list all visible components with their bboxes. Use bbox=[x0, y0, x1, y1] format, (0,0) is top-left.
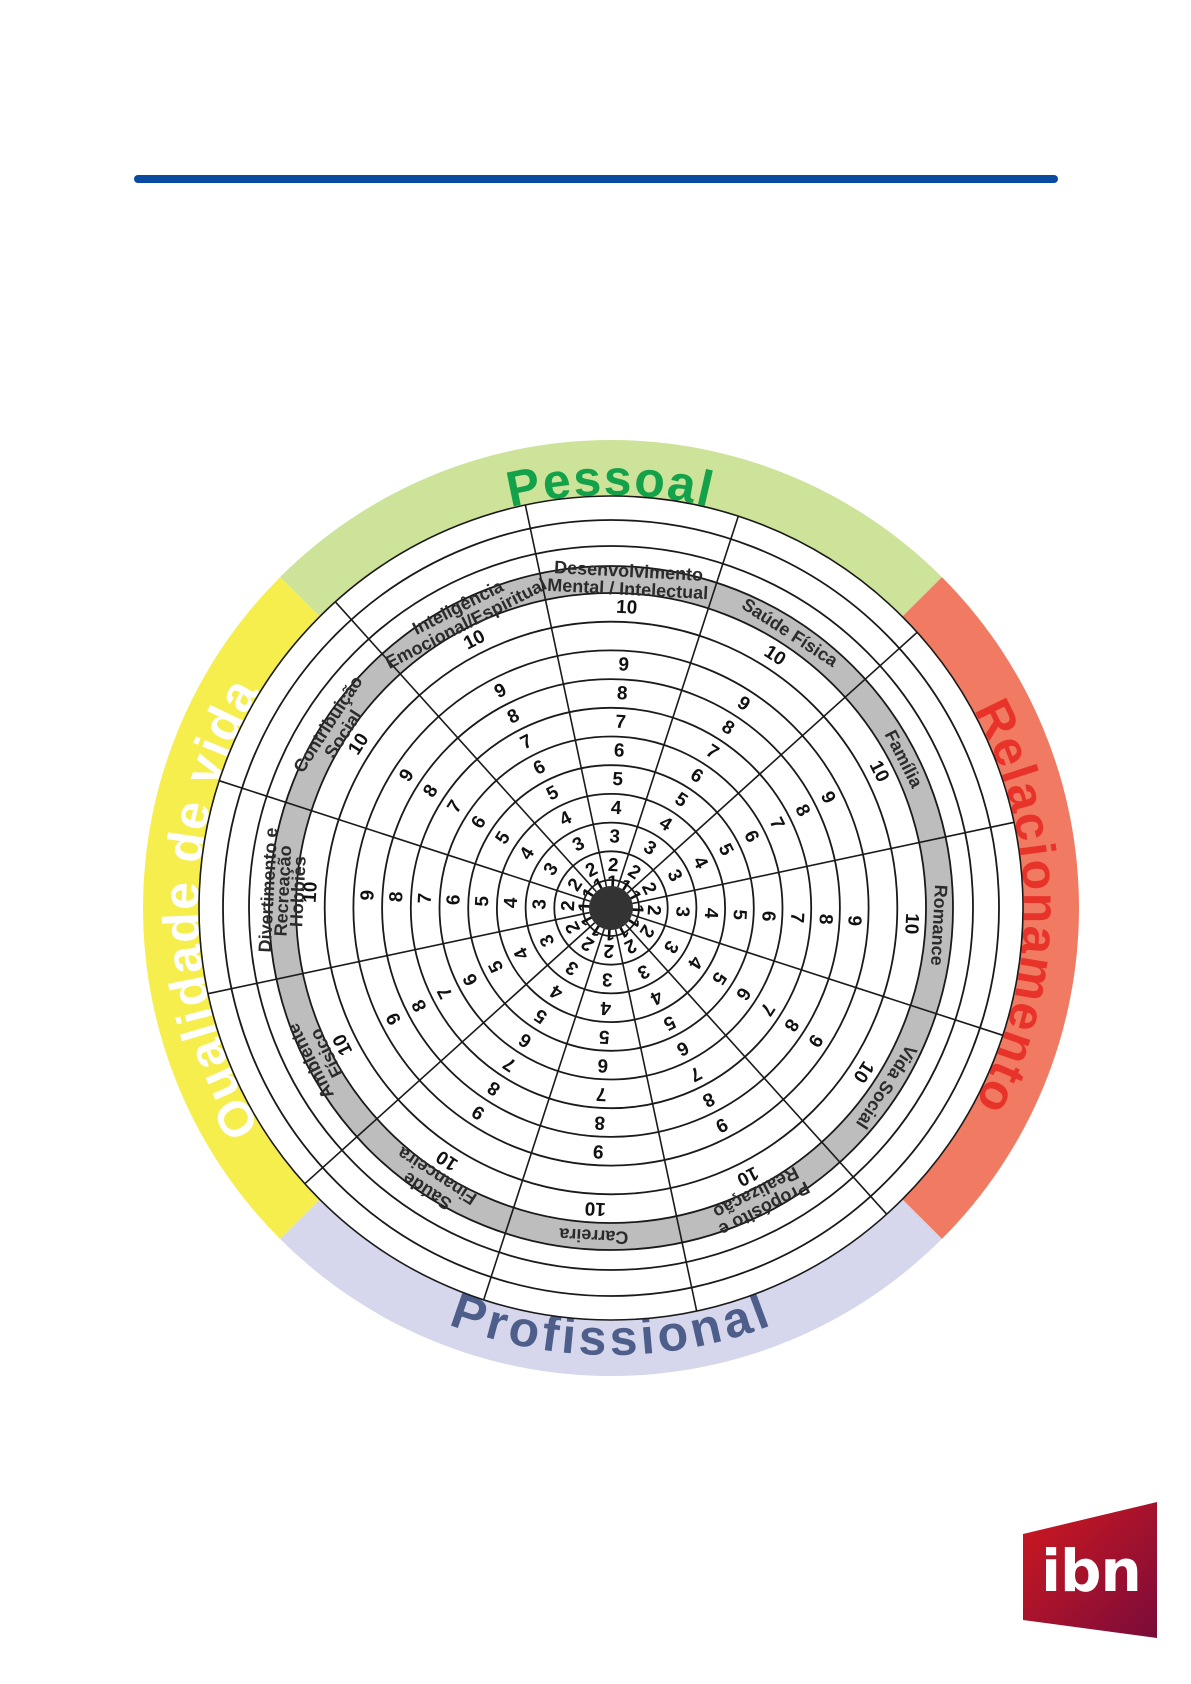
scale-number: 3 bbox=[609, 826, 621, 848]
area-label-line: Romance bbox=[927, 884, 951, 966]
level-ring bbox=[495, 792, 726, 1023]
segment-spoke bbox=[524, 504, 608, 887]
scale-number: 4 bbox=[610, 798, 622, 820]
segment-spoke bbox=[207, 911, 590, 995]
scale-number: 9 bbox=[843, 915, 865, 927]
scale-number: 8 bbox=[594, 1111, 606, 1133]
segment-spoke bbox=[614, 929, 698, 1312]
level-ring bbox=[467, 764, 755, 1052]
scale-number: 2 bbox=[603, 940, 615, 962]
scale-number: 9 bbox=[357, 889, 379, 901]
scale-number: 4 bbox=[501, 897, 523, 909]
scale-number: 5 bbox=[728, 909, 750, 921]
area-inner-ring bbox=[295, 592, 927, 1224]
scale-number: 8 bbox=[616, 683, 628, 705]
level-ring bbox=[524, 821, 698, 995]
scale-number: 7 bbox=[615, 712, 627, 734]
level-ring bbox=[323, 620, 899, 1196]
outer-ring bbox=[222, 519, 1000, 1297]
ibn-logo-icon bbox=[1023, 1502, 1157, 1638]
segment-spoke bbox=[482, 928, 605, 1301]
scale-number: 5 bbox=[612, 769, 624, 791]
scale-number: 4 bbox=[700, 907, 722, 919]
logo-text: ibn bbox=[1041, 1537, 1142, 1605]
outer-ring bbox=[248, 545, 974, 1271]
segment-spoke bbox=[218, 779, 591, 902]
scale-number: 3 bbox=[671, 906, 693, 918]
scale-number: 5 bbox=[472, 895, 494, 907]
header-rule bbox=[134, 175, 1058, 183]
scale-number: 2 bbox=[643, 904, 665, 916]
segment-spoke bbox=[632, 821, 1015, 905]
outer-ring bbox=[268, 565, 954, 1251]
category-band bbox=[902, 577, 1079, 1239]
level-ring bbox=[409, 706, 813, 1110]
area-label-line: Recreação bbox=[271, 845, 296, 937]
category-band bbox=[143, 577, 320, 1239]
scale-number: 6 bbox=[443, 894, 465, 906]
scale-number: 10 bbox=[300, 881, 322, 903]
level-ring bbox=[352, 649, 870, 1167]
scale-number: 6 bbox=[597, 1054, 609, 1076]
segment-spoke bbox=[617, 515, 740, 888]
area-label: Carreira bbox=[558, 1224, 629, 1248]
area-label-line: Carreira bbox=[558, 1224, 629, 1248]
scale-number: 7 bbox=[415, 892, 437, 904]
segment-spoke bbox=[626, 631, 918, 894]
scale-number: 9 bbox=[592, 1140, 604, 1162]
scale-number: 5 bbox=[598, 1025, 610, 1047]
scale-number: 2 bbox=[558, 900, 580, 912]
level-ring bbox=[438, 735, 784, 1081]
scale-number: 10 bbox=[900, 913, 922, 935]
scale-number: 4 bbox=[600, 997, 612, 1019]
segment-spoke bbox=[304, 922, 596, 1185]
level-ring bbox=[553, 850, 669, 966]
area-label: Romance bbox=[927, 884, 951, 966]
category-band bbox=[280, 440, 942, 617]
scale-number: 8 bbox=[386, 891, 408, 903]
scale-number: 8 bbox=[814, 913, 836, 925]
wheel-of-life-diagram: PessoalRelacionamentoProfissionalQualida… bbox=[143, 440, 1079, 1376]
segment-spoke bbox=[334, 601, 597, 893]
category-band bbox=[280, 1199, 942, 1376]
wheel-hub bbox=[589, 886, 633, 930]
segment-spoke bbox=[625, 923, 888, 1215]
scale-number: 6 bbox=[613, 740, 625, 762]
level-ring bbox=[381, 678, 841, 1138]
area-label-line: Hobbies bbox=[286, 856, 310, 928]
area-ring bbox=[269, 566, 953, 1250]
scale-number: 3 bbox=[601, 968, 613, 990]
level-ring bbox=[582, 879, 640, 937]
scale-number: 6 bbox=[757, 910, 779, 922]
scale-number: 2 bbox=[607, 855, 619, 877]
scale-number: 3 bbox=[529, 898, 551, 910]
category-bands bbox=[143, 440, 1079, 1376]
segment-spoke bbox=[631, 914, 1004, 1037]
scale-number: 7 bbox=[595, 1083, 607, 1105]
scale-number: 9 bbox=[618, 654, 630, 676]
scale-number: 10 bbox=[584, 1197, 606, 1219]
scale-number: 10 bbox=[616, 597, 638, 619]
scale-number: 7 bbox=[786, 912, 808, 924]
